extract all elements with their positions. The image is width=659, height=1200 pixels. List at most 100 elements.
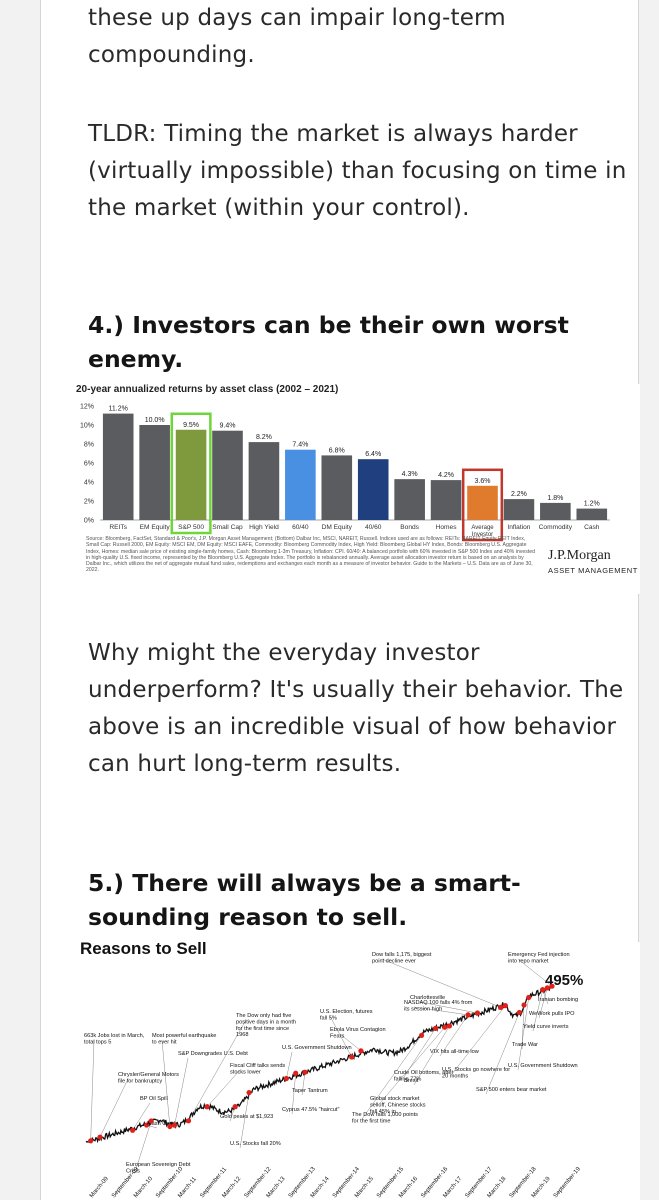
event-marker <box>418 1032 425 1039</box>
bar-value-label: 4.2% <box>438 472 454 479</box>
asset-class-bar-chart: 0% 2% 4% 6% 8% 10% 12% 11.2% REITs 10.0% EM Equity… <box>80 404 610 542</box>
category-label: Cash <box>584 524 600 531</box>
annotation-label: Flash Crash <box>147 1121 177 1127</box>
highlight-box-s-p-500 <box>170 412 212 535</box>
category-label: High Yield <box>249 524 279 531</box>
event-marker <box>544 985 550 991</box>
reasons-to-sell-figure[interactable]: Reasons to Sell 495% 663k Jobs lost in Ma… <box>74 939 640 1200</box>
annotation-leader <box>239 1092 250 1149</box>
category-label: 60/40 <box>292 524 309 531</box>
annotation-leader <box>538 987 548 1019</box>
event-marker <box>521 1002 527 1008</box>
annotation-leader <box>161 1039 171 1127</box>
category-label: Investor <box>472 532 493 538</box>
event-marker <box>204 1104 210 1110</box>
left-margin-rule <box>40 0 41 1200</box>
annotation-label: Emergency Fed injection into repo market <box>508 952 570 964</box>
bar-value-label: 8.2% <box>256 434 272 441</box>
category-label: DM Equity <box>322 524 353 531</box>
event-marker <box>167 1123 173 1130</box>
annotation-leader <box>207 1069 241 1107</box>
event-marker <box>185 1118 192 1124</box>
annotation-leader <box>517 958 553 987</box>
heading-point-4: 4.) Investors can be their own worst ene… <box>88 311 569 373</box>
annotation-label: Global stock market selloff, Chinese stoc… <box>370 1096 426 1115</box>
index-line <box>85 985 553 1144</box>
reasons-to-sell-line-chart: 495% 663k Jobs lost in March, total tops 5… <box>84 952 583 1200</box>
annotation-leader <box>413 1006 469 1016</box>
event-marker <box>498 1004 504 1010</box>
event-marker <box>549 983 555 989</box>
event-marker <box>283 1075 289 1082</box>
x-tick-label: March-13 <box>266 1176 287 1200</box>
annotation-label: 663k Jobs lost in March, total tops 5 <box>84 1033 145 1045</box>
annotation-leader <box>286 1051 293 1079</box>
x-tick-label: March-19 <box>531 1176 552 1200</box>
event-marker <box>171 1122 178 1128</box>
bar-reits <box>102 413 134 520</box>
annotation-label: U.S. Stocks fall 20% <box>230 1141 281 1147</box>
category-label: Small Cap <box>212 524 243 531</box>
bar-homes <box>430 480 462 520</box>
jpmorgan-returns-figure[interactable]: 20-year annualized returns by asset clas… <box>74 384 640 594</box>
category-label: Bonds <box>400 524 419 531</box>
bar-bonds <box>394 479 425 520</box>
bar-40-60 <box>357 459 389 520</box>
annotation-leader <box>291 1073 296 1115</box>
y-tick-label: 0% <box>84 518 94 525</box>
event-marker <box>465 1012 471 1018</box>
event-marker <box>349 1054 355 1060</box>
annotation-label: Iranian bombing <box>538 997 578 1003</box>
x-tick-label: March-14 <box>310 1176 331 1200</box>
bar-value-label: 9.5% <box>183 422 199 429</box>
event-marker <box>442 1024 448 1030</box>
event-marker <box>302 1069 308 1075</box>
event-marker <box>516 1009 522 1016</box>
y-tick-label: 10% <box>80 423 94 430</box>
bar-value-label: 4.3% <box>402 471 418 478</box>
jpmorgan-logo: J.P.Morgan <box>548 548 611 563</box>
bar-60-40 <box>285 449 316 520</box>
annotation-label: Charlottesville <box>410 995 445 1001</box>
annotation-label: Ebola Virus Contagion Fears <box>330 1027 386 1039</box>
annotation-leader <box>419 1001 478 1014</box>
category-label: Homes <box>436 524 458 531</box>
category-label: Commodity <box>539 524 573 531</box>
event-marker <box>432 1025 439 1031</box>
event-marker <box>148 1118 154 1124</box>
annotation-leader <box>329 1015 352 1058</box>
jpmorgan-logo-subtitle: ASSET MANAGEMENT <box>548 566 638 575</box>
bar-high-yield <box>248 442 280 520</box>
bar-value-label: 1.8% <box>547 495 563 502</box>
annotation-leader <box>301 1072 306 1096</box>
bar-commodity <box>540 502 571 520</box>
bar-value-label: 9.4% <box>220 423 236 430</box>
annotation-label: The Dow only had five positive days in a … <box>236 1013 296 1038</box>
annotation-leader <box>403 1028 436 1078</box>
highlight-box-average-investor <box>461 468 504 542</box>
x-tick-label: March-09 <box>89 1176 110 1200</box>
annotation-label: S&P Downgrades U.S. Debt <box>178 1051 248 1057</box>
event-marker <box>88 1138 94 1144</box>
paragraph-tldr: TLDR: Timing the market is always harder… <box>88 121 627 221</box>
annotation-label: U.S. Election, futures fall 5% <box>320 1009 373 1021</box>
x-tick-label: March-10 <box>133 1176 154 1200</box>
x-tick-label: March-15 <box>354 1176 375 1200</box>
x-tick-label: March-11 <box>177 1176 198 1199</box>
event-marker <box>143 1122 150 1128</box>
annotation-label: Brexit <box>404 1078 419 1084</box>
x-tick-label: March-16 <box>398 1176 419 1200</box>
x-tick-label: September-19 <box>553 1166 582 1199</box>
paragraph-compounding: these up days can impair long-term compo… <box>88 5 506 68</box>
annotation-label: WeWork pulls IPO <box>529 1011 575 1017</box>
annotation-label: Fiscal Cliff talks sends stocks lower <box>230 1063 285 1075</box>
annotation-label: BP Oil Spill <box>140 1096 168 1102</box>
reasons-chart-title: Reasons to Sell <box>80 939 207 958</box>
annotation-leader <box>485 1012 520 1095</box>
annotation-label: Crude Oil bottoms, after falling 77% <box>394 1070 454 1082</box>
event-marker <box>97 1134 103 1140</box>
x-tick-label: March-12 <box>221 1176 242 1200</box>
annotation-leader <box>135 1120 152 1170</box>
annotation-label: Dow falls 1,175, biggest point decline ev… <box>372 952 432 964</box>
category-label: REITs <box>109 524 127 531</box>
